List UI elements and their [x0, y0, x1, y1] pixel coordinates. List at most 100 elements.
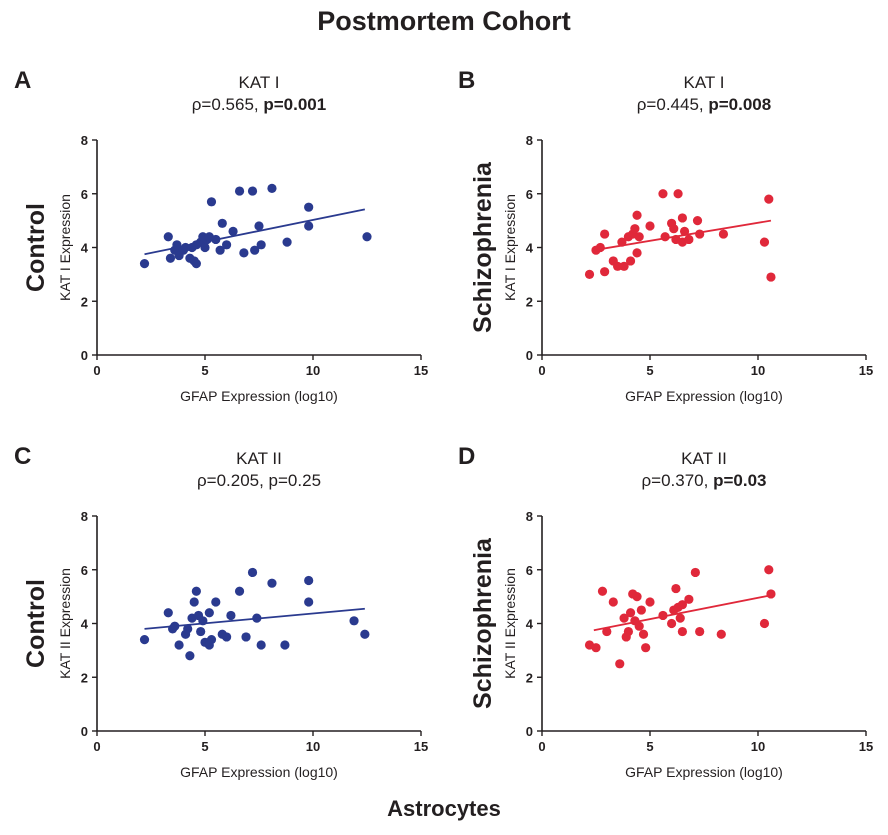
data-point	[239, 248, 249, 258]
data-point	[170, 621, 180, 631]
data-point	[679, 226, 690, 236]
y-tick-label: 2	[81, 294, 88, 309]
data-point	[600, 267, 610, 277]
bottom-label: Astrocytes	[387, 796, 501, 821]
row-label: Control	[22, 579, 50, 668]
data-point	[584, 269, 595, 279]
data-point	[677, 213, 688, 223]
panel-c: C Control KAT II ρ=0.205, p=0.25 0 5 10 15 0 2 4 6 8…	[14, 443, 428, 780]
data-point	[759, 237, 770, 247]
data-point	[211, 597, 221, 607]
stat-rho: ρ=0.205, p=0.25	[197, 471, 321, 490]
data-point	[634, 621, 644, 631]
data-point	[634, 232, 644, 242]
data-point	[615, 659, 625, 669]
panel-letter: C	[14, 443, 31, 470]
data-point	[619, 261, 629, 271]
data-point	[185, 651, 195, 661]
data-point	[766, 272, 776, 282]
y-tick-label: 2	[526, 294, 533, 309]
stat-line: ρ=0.445, p=0.008	[637, 95, 771, 114]
x-tick-label: 5	[646, 363, 653, 378]
data-point	[252, 613, 262, 623]
data-point	[623, 626, 634, 637]
x-tick-label: 5	[201, 739, 208, 754]
x-tick-label: 10	[751, 739, 765, 754]
y-tick-label: 0	[526, 348, 533, 363]
y-tick-label: 2	[81, 670, 88, 685]
x-tick-label: 5	[201, 363, 208, 378]
row-label: Control	[22, 203, 50, 292]
y-axis-title: KAT I Expression	[502, 194, 518, 301]
data-point	[172, 240, 182, 250]
data-point	[215, 245, 225, 255]
panel-title: KAT I	[684, 73, 725, 92]
panel-a: A Control KAT I ρ=0.565, p=0.001 0 5 10 15 0 2 4 6 8…	[14, 67, 428, 404]
stat-p-value: p=0.001	[263, 95, 326, 114]
data-point	[206, 197, 217, 207]
data-point	[234, 186, 245, 196]
stat-line: ρ=0.565, p=0.001	[192, 95, 326, 114]
x-tick-label: 0	[538, 739, 545, 754]
data-point	[716, 629, 726, 639]
data-point	[247, 567, 258, 578]
data-point	[165, 253, 176, 263]
data-point	[667, 618, 677, 629]
data-point	[226, 610, 236, 621]
data-point	[254, 221, 264, 231]
x-tick-label: 15	[859, 363, 873, 378]
y-tick-label: 8	[81, 133, 88, 148]
data-point	[690, 567, 700, 578]
panel-b: B Schizophrenia KAT I ρ=0.445, p=0.008 0 5 10 1…	[458, 67, 873, 404]
data-point	[641, 643, 651, 653]
y-tick-label: 0	[526, 724, 533, 739]
data-point	[228, 226, 238, 236]
y-axis-title: KAT II Expression	[57, 568, 73, 679]
data-point	[669, 224, 679, 234]
data-point	[222, 632, 232, 642]
trend-line	[593, 594, 772, 632]
data-point	[234, 586, 245, 596]
y-tick-label: 6	[81, 563, 88, 578]
y-tick-label: 6	[526, 563, 533, 578]
panel-title: KAT I	[239, 73, 280, 92]
x-tick-label: 15	[859, 739, 873, 754]
data-point	[645, 221, 655, 231]
stat-rho: ρ=0.445,	[637, 95, 709, 114]
data-point	[183, 624, 193, 634]
x-tick-label: 0	[93, 739, 100, 754]
data-point	[608, 597, 618, 607]
data-point	[362, 232, 372, 242]
data-point	[267, 183, 277, 193]
data-point	[636, 605, 646, 615]
data-point	[163, 232, 173, 242]
x-axis-title: GFAP Expression (log10)	[180, 388, 338, 404]
data-point	[677, 626, 688, 637]
data-point	[764, 194, 774, 204]
data-point	[204, 608, 214, 618]
data-point	[196, 626, 206, 637]
y-tick-label: 0	[81, 724, 88, 739]
data-point	[304, 597, 314, 607]
data-point	[222, 240, 232, 250]
x-tick-label: 10	[306, 739, 320, 754]
data-point	[206, 635, 217, 645]
data-point	[658, 610, 668, 621]
y-tick-label: 8	[526, 509, 533, 524]
x-axis-title: GFAP Expression (log10)	[625, 388, 783, 404]
data-point	[630, 224, 640, 234]
x-tick-label: 10	[751, 363, 765, 378]
data-point	[675, 613, 685, 623]
data-point	[597, 586, 608, 596]
data-point	[256, 640, 266, 650]
data-point	[613, 261, 623, 271]
data-point	[600, 229, 610, 239]
data-point	[692, 216, 703, 226]
y-tick-label: 8	[526, 133, 533, 148]
data-point	[638, 629, 649, 639]
data-point	[684, 234, 694, 245]
data-point	[695, 626, 705, 637]
data-point	[617, 237, 627, 247]
stat-line: ρ=0.205, p=0.25	[197, 471, 321, 490]
panel-letter: B	[458, 67, 475, 94]
